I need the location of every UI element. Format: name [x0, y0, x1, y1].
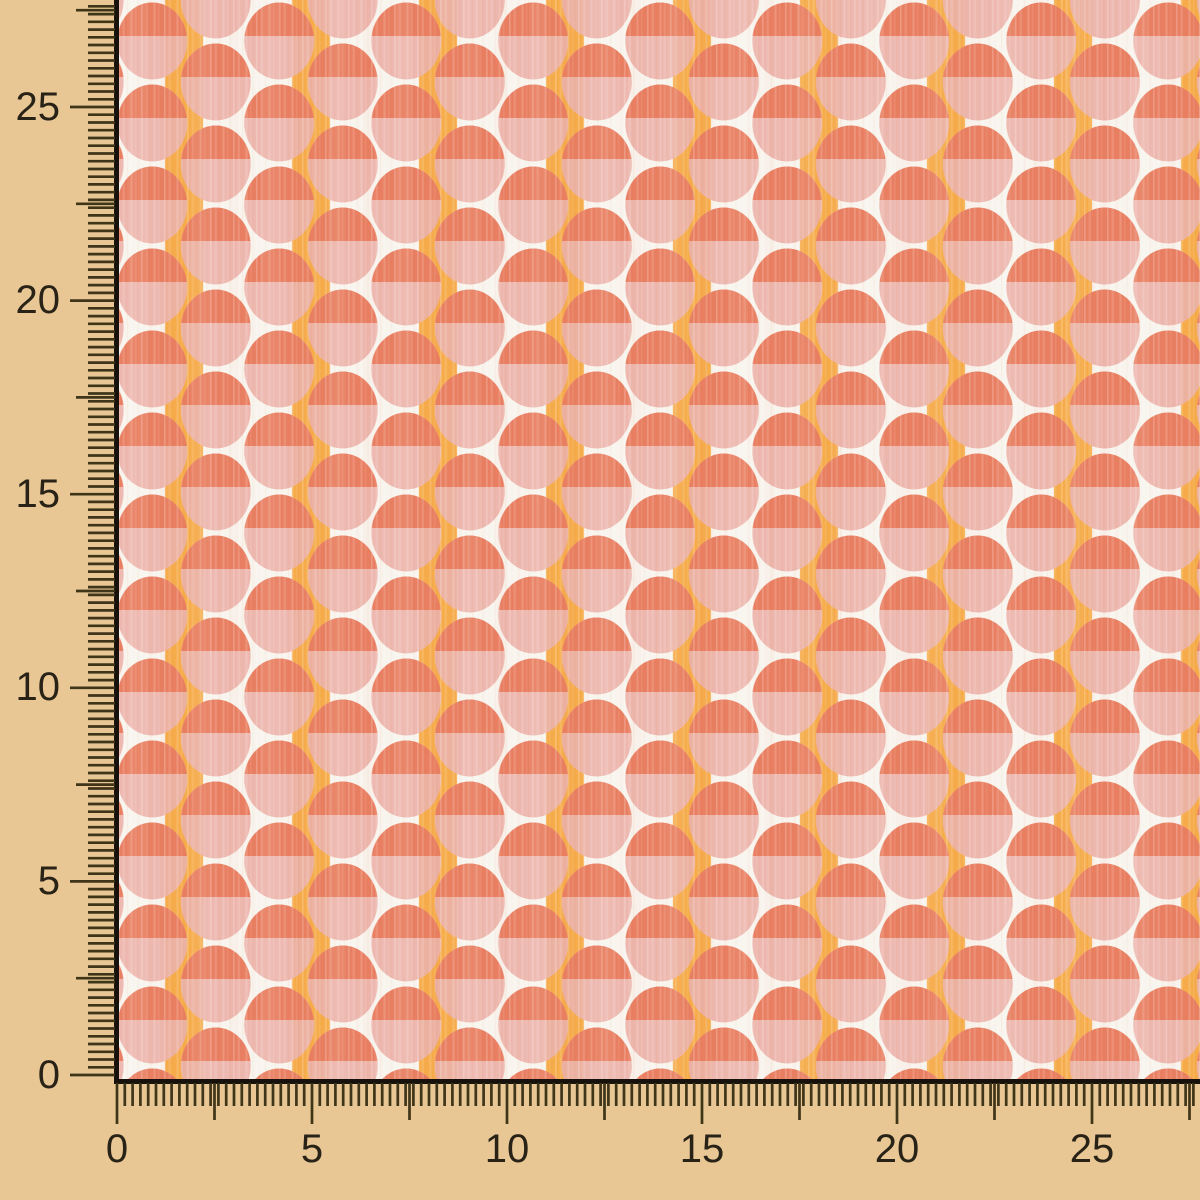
- left-ruler-label: 20: [15, 278, 61, 322]
- swatch-border-vertical: [114, 0, 119, 1083]
- bottom-ruler-label: 15: [679, 1127, 725, 1171]
- left-ruler-label: 0: [37, 1053, 60, 1097]
- left-ruler-label: 10: [15, 665, 61, 709]
- bottom-ruler-label: 0: [105, 1127, 129, 1171]
- left-ruler-label: 25: [15, 85, 61, 129]
- bottom-ruler-label: 10: [484, 1127, 530, 1171]
- left-ruler-label: 15: [15, 472, 61, 516]
- bottom-ruler-label: 5: [300, 1127, 324, 1171]
- fabric-texture-overlay-coarse: [117, 0, 1200, 1080]
- swatch-border-horizontal: [114, 1079, 1200, 1084]
- bottom-ruler-label: 20: [874, 1127, 920, 1171]
- bottom-ruler-label: 25: [1069, 1127, 1115, 1171]
- fabric-swatch: [117, 0, 1200, 1080]
- left-ruler-label: 5: [37, 859, 60, 903]
